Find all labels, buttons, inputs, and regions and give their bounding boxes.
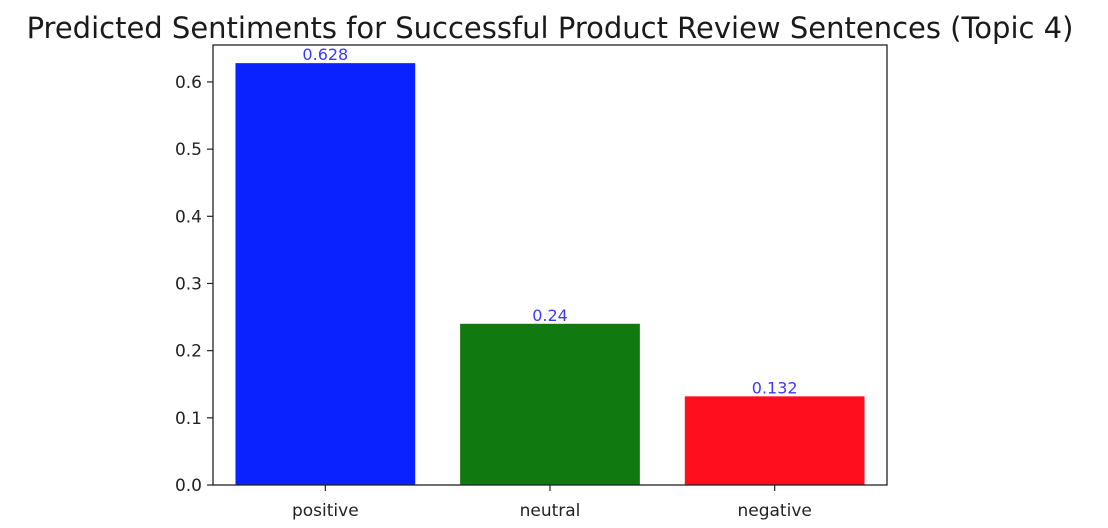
data-label-negative: 0.132 bbox=[752, 378, 798, 397]
y-tick-label-0.5: 0.5 bbox=[175, 140, 202, 160]
bar-neutral bbox=[460, 323, 640, 485]
data-label-positive: 0.628 bbox=[302, 45, 348, 64]
data-label-neutral: 0.24 bbox=[532, 306, 568, 325]
x-tick-label-negative: negative bbox=[737, 501, 811, 521]
y-tick-label-0.3: 0.3 bbox=[175, 274, 202, 294]
y-tick-label-0.6: 0.6 bbox=[175, 73, 202, 93]
bar-positive bbox=[235, 63, 416, 485]
y-tick-label-0.4: 0.4 bbox=[175, 207, 202, 227]
chart-title: Predicted Sentiments for Successful Prod… bbox=[27, 11, 1074, 45]
x-tick-label-positive: positive bbox=[292, 501, 359, 521]
bar-negative bbox=[684, 396, 865, 485]
y-tick-label-0.0: 0.0 bbox=[175, 476, 202, 496]
y-tick-label-0.1: 0.1 bbox=[175, 409, 202, 429]
y-tick-label-0.2: 0.2 bbox=[175, 342, 202, 362]
plot-area: 0.628 positive 0.24 neutral 0.132 negative 0.0… bbox=[175, 44, 888, 521]
axes-frame bbox=[212, 44, 888, 486]
x-tick-label-neutral: neutral bbox=[520, 501, 581, 521]
